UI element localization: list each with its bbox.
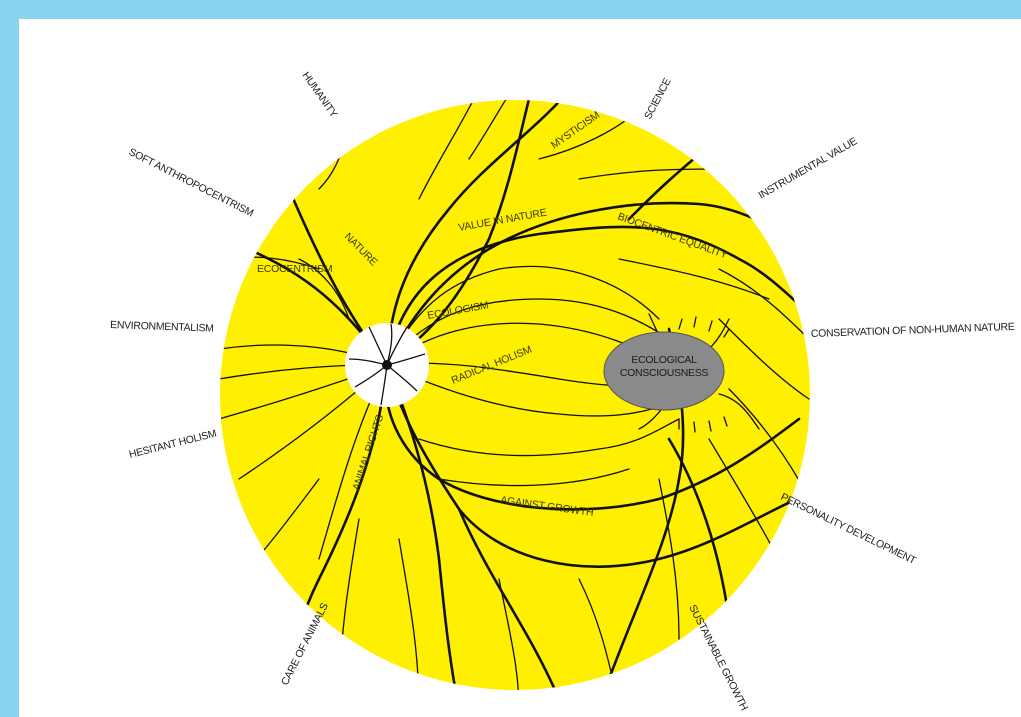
label-humanity: HUMANITY xyxy=(300,70,340,120)
label-personality-development: PERSONALITY DEVELOPMENT xyxy=(779,491,919,567)
label-soft-anthropocentrism: SOFT ANTHROPOCENTRISM xyxy=(127,146,256,219)
spot-label-line1: ECOLOGICAL xyxy=(631,354,697,366)
label-hesitant-holism: HESITANT HOLISM xyxy=(128,428,218,461)
label-care-of-animals: CARE OF ANIMALS xyxy=(279,601,331,687)
label-environmentalism: ENVIRONMENTALISM xyxy=(110,319,214,335)
spot-label-line2: CONSCIOUSNESS xyxy=(620,367,709,379)
label-instrumental-value: INSTRUMENTAL VALUE xyxy=(757,135,860,201)
diagram-canvas: ECOLOGICAL CONSCIOUSNESS MYSTICISM VALUE… xyxy=(19,19,1021,717)
label-ecocentrism: ECOCENTRISM xyxy=(257,263,332,275)
label-science: SCIENCE xyxy=(642,76,674,121)
consciousness-spot xyxy=(603,331,725,411)
label-conservation: CONSERVATION OF NON-HUMAN NATURE xyxy=(811,321,1015,340)
disc-center xyxy=(382,360,392,370)
label-sustainable-growth: SUSTAINABLE GROWTH xyxy=(686,603,750,713)
retina-diagram: ECOLOGICAL CONSCIOUSNESS MYSTICISM VALUE… xyxy=(110,70,1015,713)
